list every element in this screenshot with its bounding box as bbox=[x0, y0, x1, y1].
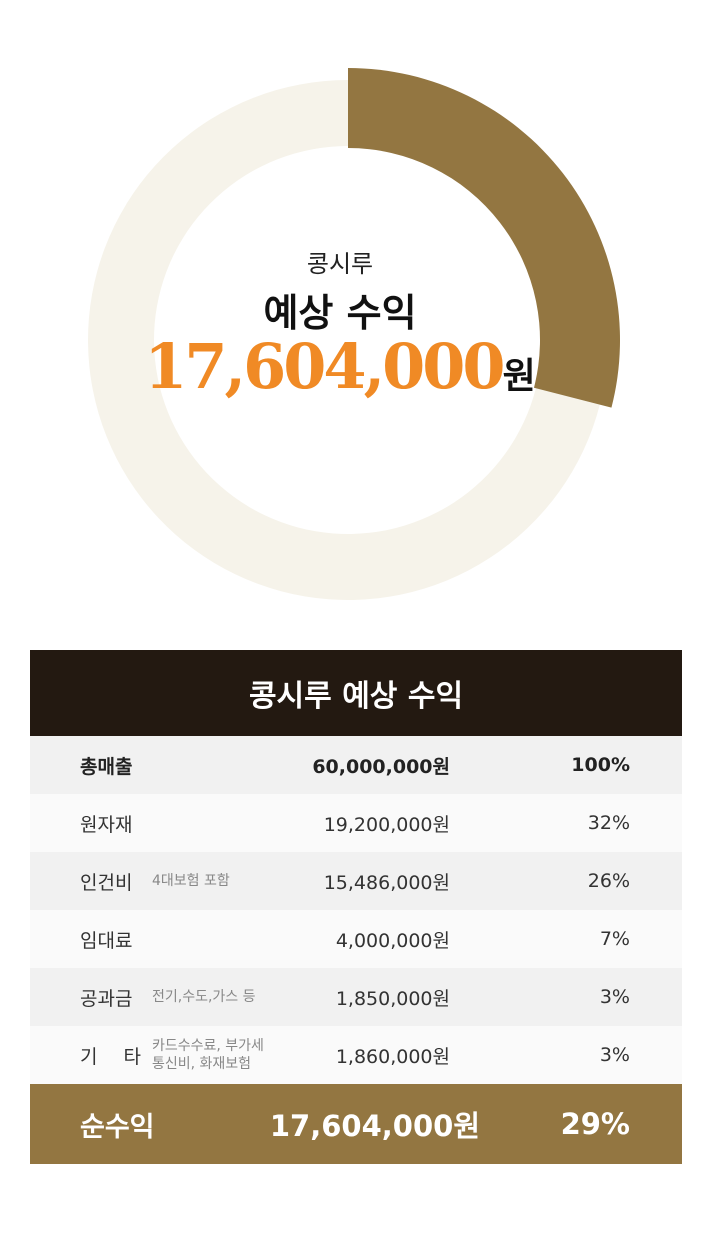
row-amount: 4,000,000원 bbox=[335, 929, 450, 952]
row-percent: 32% bbox=[587, 812, 630, 834]
donut-chart bbox=[88, 68, 620, 600]
profit-amount: 17,604,000원 bbox=[0, 330, 680, 403]
total-name: 순수익 bbox=[80, 1111, 155, 1143]
row-name: 총매출 bbox=[80, 755, 133, 778]
row-name: 공과금 bbox=[80, 987, 133, 1010]
row-percent: 7% bbox=[599, 928, 630, 950]
row-amount: 1,850,000원 bbox=[335, 987, 450, 1010]
row-name-part: 기 bbox=[80, 1045, 98, 1068]
donut-chart-area: 콩시루 예상 수익 17,604,000원 bbox=[0, 68, 680, 600]
row-amount: 19,200,000원 bbox=[323, 813, 450, 836]
row-note: 4대보험 포함 bbox=[152, 873, 230, 889]
table-row: 총매출 60,000,000원 100% bbox=[30, 736, 682, 794]
total-percent: 29% bbox=[560, 1107, 630, 1141]
row-amount: 60,000,000원 bbox=[312, 755, 450, 778]
profit-amount-value: 17,604,000 bbox=[144, 330, 505, 403]
table-row: 임대료 4,000,000원 7% bbox=[30, 910, 682, 968]
donut-slice-순수익 bbox=[348, 68, 620, 408]
row-amount: 1,860,000원 bbox=[335, 1045, 450, 1068]
brand-name: 콩시루 bbox=[306, 250, 374, 278]
row-percent: 3% bbox=[599, 1044, 630, 1066]
row-note-line: 통신비, 화재보험 bbox=[152, 1056, 252, 1072]
table-row: 인건비 4대보험 포함 15,486,000원 26% bbox=[30, 852, 682, 910]
headline: 예상 수익 bbox=[263, 291, 417, 335]
row-name: 원자재 bbox=[80, 813, 133, 836]
row-name: 임대료 bbox=[80, 929, 133, 952]
row-percent: 26% bbox=[587, 870, 630, 892]
total-row: 순수익 17,604,000원 29% bbox=[30, 1084, 682, 1164]
profit-table: 콩시루 예상 수익 총매출 60,000,000원 100% 원자재 19,20… bbox=[30, 650, 682, 1164]
row-amount: 15,486,000원 bbox=[323, 871, 450, 894]
table-row: 원자재 19,200,000원 32% bbox=[30, 794, 682, 852]
row-note-line: 카드수수료, 부가세 bbox=[152, 1038, 264, 1054]
profit-amount-unit: 원 bbox=[502, 356, 536, 397]
row-percent: 3% bbox=[599, 986, 630, 1008]
table-row: 공과금 전기,수도,가스 등 1,850,000원 3% bbox=[30, 968, 682, 1026]
table-title: 콩시루 예상 수익 bbox=[30, 650, 682, 736]
total-amount: 17,604,000원 bbox=[269, 1109, 480, 1143]
row-note: 전기,수도,가스 등 bbox=[152, 989, 256, 1005]
row-percent: 100% bbox=[571, 754, 630, 776]
row-name: 인건비 bbox=[80, 871, 133, 894]
row-name-part: 타 bbox=[123, 1045, 141, 1068]
